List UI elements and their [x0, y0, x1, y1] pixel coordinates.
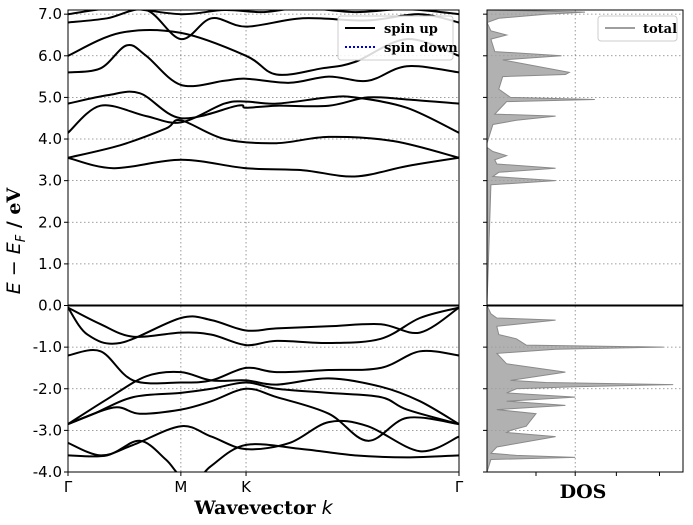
band-line-10 — [68, 349, 459, 385]
legend-spin-down-label: spin down — [384, 41, 458, 56]
band-ytick-label-3: -1.0 — [33, 338, 62, 356]
band-xtick-label-1: M — [174, 478, 187, 496]
band-xtick-label-0: Γ — [64, 478, 73, 496]
band-ytick-label-7: 3.0 — [38, 172, 62, 190]
band-ytick-label-9: 5.0 — [38, 88, 62, 106]
band-line-4 — [68, 43, 459, 88]
y-axis-label: E − EF / eV — [3, 186, 29, 294]
band-line-14 — [68, 419, 459, 457]
band-line-3 — [68, 90, 459, 120]
band-ytick-label-0: -4.0 — [33, 463, 62, 481]
dos-area-total — [487, 10, 674, 472]
x-axis-label-symbol: k — [322, 497, 334, 519]
dos-plot-frame — [486, 9, 684, 473]
band-y-ticks: -4.0 -3.0 -2.0 -1.0 0.0 1.0 2.0 3.0 4.0 5.0 6.0 7.0 — [33, 5, 68, 481]
band-line-8 — [68, 306, 459, 345]
band-line-13 — [68, 387, 459, 442]
band-lines — [68, 10, 459, 472]
band-line-15 — [68, 439, 459, 472]
band-line-0 — [68, 156, 459, 178]
band-ytick-label-11: 7.0 — [38, 5, 62, 23]
y-axis-label-subscript: F — [14, 234, 29, 242]
band-xtick-label-2: K — [241, 478, 252, 496]
band-ytick-label-10: 6.0 — [38, 47, 62, 65]
band-plot-frame — [67, 9, 460, 473]
dos-axis-label: DOS — [560, 481, 607, 503]
dos-legend-box — [597, 15, 678, 42]
band-ytick-label-2: -2.0 — [33, 380, 62, 398]
x-axis-label-text: Wavevector — [193, 497, 316, 519]
band-structure-panel: -4.0 -3.0 -2.0 -1.0 0.0 1.0 2.0 3.0 4.0 5.0 6.0 7.0… — [3, 5, 464, 519]
band-xtick-label-3: Γ — [455, 478, 464, 496]
y-axis-label-unit: / eV — [3, 186, 25, 234]
band-grid — [67, 10, 460, 473]
dos-panel: DOS total — [483, 9, 684, 503]
band-ytick-label-1: -3.0 — [33, 421, 62, 439]
dos-ticks — [483, 13, 660, 476]
dos-fill — [487, 10, 674, 472]
y-axis-label-symbol: E − E — [3, 242, 25, 294]
band-ytick-label-8: 4.0 — [38, 130, 62, 148]
legend-spin-up-label: spin up — [384, 22, 438, 37]
band-legend: spin up spin down — [337, 15, 458, 61]
band-ytick-label-5: 1.0 — [38, 255, 62, 273]
band-ytick-label-4: 0.0 — [38, 297, 62, 315]
band-line-12 — [68, 381, 459, 426]
x-axis-label: Wavevector k — [193, 497, 333, 519]
band-line-11 — [68, 370, 459, 425]
band-line-9 — [68, 306, 459, 347]
band-ytick-label-6: 2.0 — [38, 213, 62, 231]
band-line-7 — [68, 10, 459, 16]
band-line-1 — [68, 119, 459, 159]
dos-legend: total — [597, 15, 678, 42]
legend-total-label: total — [643, 22, 677, 37]
band-line-2 — [68, 95, 459, 134]
